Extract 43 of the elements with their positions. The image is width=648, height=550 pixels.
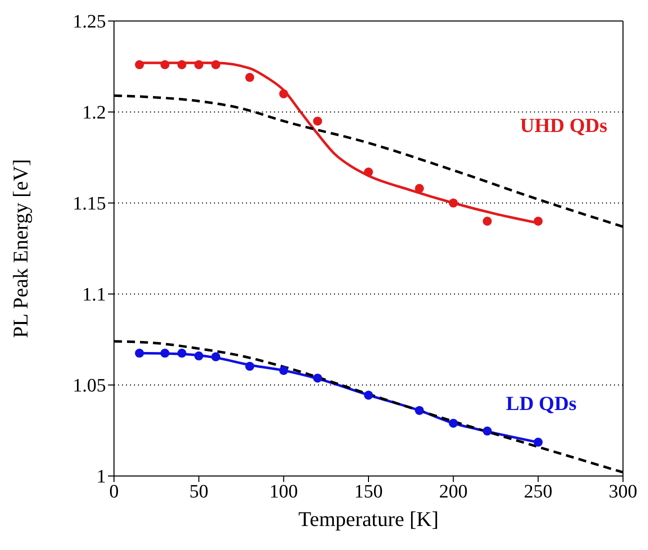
point (414, 184, 424, 193)
point (211, 352, 220, 362)
y-tick-label: 1.05 (72, 376, 106, 397)
y-tick-label: 1.1 (82, 284, 106, 306)
point (177, 348, 186, 358)
point (194, 351, 204, 360)
point (160, 60, 170, 70)
x-axis-title: Temperature [K] (298, 507, 439, 531)
point (279, 366, 288, 375)
point (364, 168, 374, 177)
y-tick-label: 1.2 (82, 102, 106, 124)
point (160, 348, 170, 358)
annotation: UHD QDs (520, 115, 608, 137)
point (313, 374, 322, 383)
x-tick-label: 250 (524, 481, 552, 502)
point (482, 426, 492, 436)
point (534, 216, 543, 226)
point (313, 116, 322, 126)
x-tick-label: 100 (269, 481, 298, 502)
point (279, 89, 288, 98)
point (448, 198, 458, 208)
point (177, 60, 186, 70)
point (245, 362, 254, 371)
point (245, 72, 254, 82)
y-tick-label: 1.25 (72, 12, 106, 33)
y-tick-label: 1.15 (72, 194, 106, 215)
x-tick-label: 300 (608, 481, 638, 502)
x-tick-label: 0 (109, 481, 119, 502)
point (211, 60, 220, 70)
point (364, 390, 374, 400)
x-tick-label: 150 (354, 481, 383, 502)
point (534, 438, 543, 447)
annotation: LD QDs (506, 393, 577, 415)
point (134, 60, 144, 70)
x-tick-label: 200 (439, 481, 468, 502)
point (414, 406, 424, 415)
point (448, 418, 458, 428)
y-axis-title: PL Peak Energy [eV] (8, 158, 32, 338)
x-tick-label: 50 (189, 481, 208, 502)
point (134, 348, 144, 358)
y-tick-label: 1 (96, 466, 106, 488)
point (194, 60, 204, 70)
point (482, 216, 492, 226)
